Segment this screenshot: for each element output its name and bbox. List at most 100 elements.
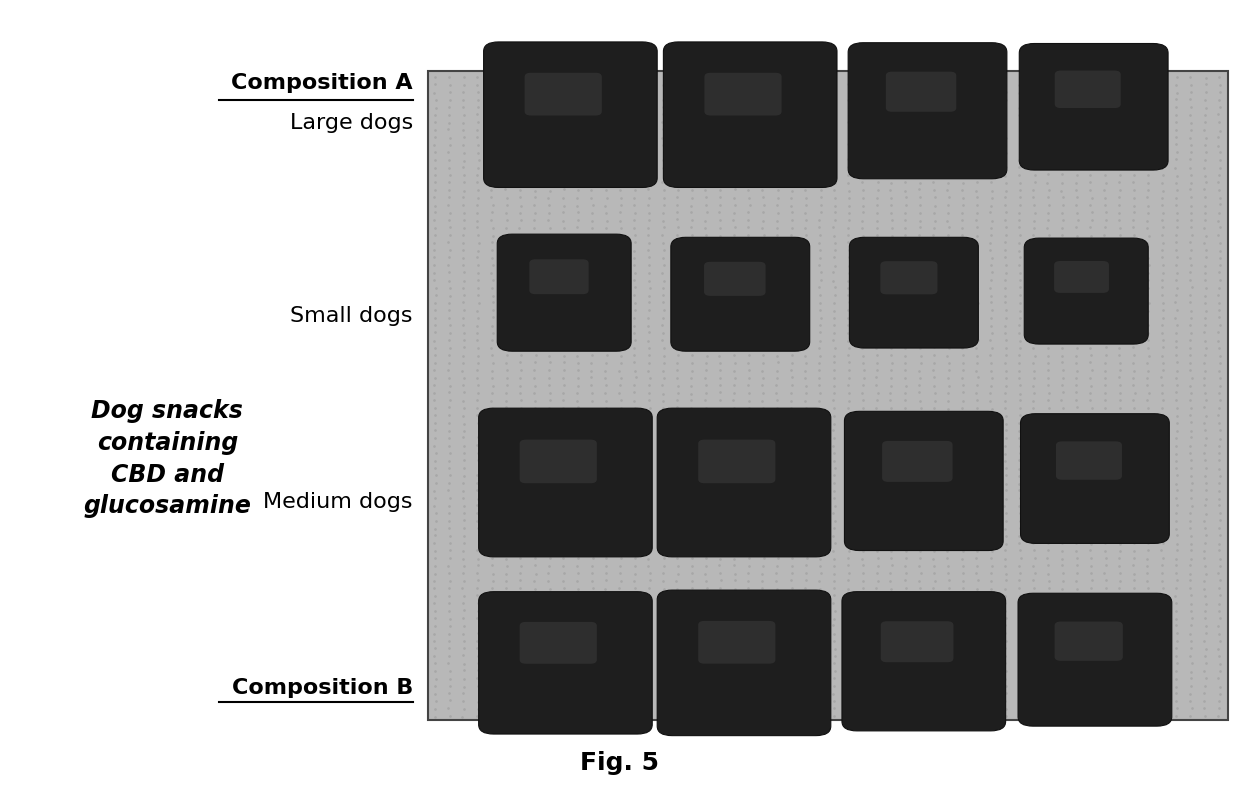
Point xyxy=(1209,597,1229,610)
Point xyxy=(1137,282,1157,294)
Point xyxy=(738,320,758,332)
Point xyxy=(1137,221,1157,234)
Point xyxy=(694,161,714,174)
Point xyxy=(539,184,559,197)
Point xyxy=(526,439,546,452)
Point xyxy=(867,237,887,249)
Point xyxy=(610,161,630,174)
Point xyxy=(910,372,930,384)
Point xyxy=(810,364,830,377)
Point xyxy=(640,342,660,354)
Point xyxy=(1095,702,1115,714)
Point xyxy=(668,168,688,180)
Point xyxy=(796,425,816,437)
Point xyxy=(639,365,658,377)
Point xyxy=(1195,169,1215,182)
Point xyxy=(1153,694,1173,707)
Point xyxy=(554,131,574,144)
Point xyxy=(482,349,502,361)
Point xyxy=(625,206,645,219)
Point xyxy=(738,229,758,241)
Point xyxy=(810,447,830,460)
Point xyxy=(880,184,900,196)
Point xyxy=(781,357,801,369)
Point xyxy=(1182,537,1202,550)
Point xyxy=(825,364,844,377)
Point xyxy=(526,93,546,106)
Point xyxy=(652,401,672,414)
Point xyxy=(1137,575,1157,588)
Point xyxy=(996,492,1016,505)
Point xyxy=(994,544,1014,557)
Point xyxy=(1152,522,1172,535)
Point xyxy=(937,552,957,565)
Point xyxy=(582,559,601,572)
Point xyxy=(454,161,474,174)
Point xyxy=(439,349,459,361)
Point xyxy=(939,672,959,685)
Point xyxy=(1066,379,1086,392)
Point xyxy=(895,116,915,129)
Point xyxy=(867,259,887,271)
Point xyxy=(853,611,873,624)
Point xyxy=(1209,642,1229,655)
Point xyxy=(766,251,786,263)
Point xyxy=(696,439,715,452)
Point xyxy=(496,597,516,610)
Point xyxy=(966,79,986,92)
Point xyxy=(952,424,972,437)
Point xyxy=(639,290,658,302)
Point xyxy=(611,710,631,723)
Point xyxy=(510,498,529,511)
Point xyxy=(709,251,729,263)
Point xyxy=(583,161,603,174)
Point xyxy=(1038,702,1058,715)
Point xyxy=(868,168,888,181)
Point xyxy=(924,380,944,392)
Point xyxy=(1011,507,1030,520)
Point xyxy=(495,619,515,632)
Point xyxy=(1065,371,1085,384)
Point xyxy=(781,514,801,527)
Point xyxy=(810,619,830,632)
Point xyxy=(639,109,658,122)
Point xyxy=(981,244,1001,256)
Point xyxy=(625,146,645,159)
Point xyxy=(1011,229,1030,242)
Point xyxy=(781,100,801,113)
Point xyxy=(1180,582,1200,595)
Point xyxy=(610,101,630,114)
Point xyxy=(1011,589,1030,602)
Point xyxy=(610,93,630,106)
Point xyxy=(1109,627,1128,640)
Point xyxy=(939,462,959,475)
Point xyxy=(1166,590,1185,603)
Point xyxy=(595,439,615,452)
Point xyxy=(766,199,786,211)
Point xyxy=(682,251,702,263)
Point xyxy=(439,582,459,595)
Point xyxy=(838,627,858,640)
Point xyxy=(1024,199,1044,212)
Point xyxy=(481,626,501,639)
Text: Large dogs: Large dogs xyxy=(290,112,413,133)
Point xyxy=(538,604,558,617)
Point xyxy=(838,342,858,354)
Point xyxy=(1138,477,1158,490)
Point xyxy=(496,86,516,99)
Point xyxy=(852,109,872,122)
Point xyxy=(966,364,986,377)
Point xyxy=(481,462,501,475)
Point xyxy=(1166,191,1185,204)
Point xyxy=(1137,455,1157,467)
Point xyxy=(467,507,487,520)
Point xyxy=(1125,304,1145,316)
Point xyxy=(438,236,458,248)
Point xyxy=(610,116,630,129)
Point xyxy=(1138,176,1158,189)
Point xyxy=(553,274,573,287)
Point xyxy=(924,537,944,550)
Point xyxy=(895,581,915,594)
Point xyxy=(1095,664,1115,677)
Point xyxy=(1125,153,1145,166)
